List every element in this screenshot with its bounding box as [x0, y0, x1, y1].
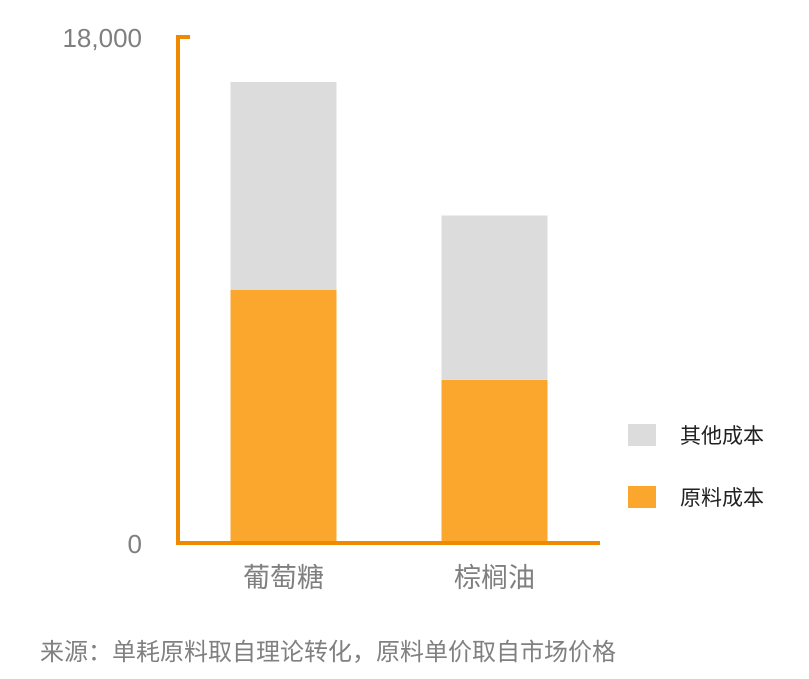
bars-group	[230, 82, 548, 543]
category-labels: 葡萄糖 棕榈油	[243, 563, 535, 594]
category-label-2: 棕榈油	[454, 563, 535, 594]
bar-2-series-2	[441, 215, 548, 380]
legend-label-2: 原料成本	[680, 486, 764, 510]
source-note: 来源：单耗原料取自理论转化，原料单价取自市场价格	[40, 638, 616, 666]
bar-1-series-1	[230, 290, 337, 543]
legend-swatch-1	[628, 424, 656, 446]
y-tick-label-min: 0	[128, 529, 142, 559]
legend-swatch-2	[628, 486, 656, 508]
y-tick-label-max: 18,000	[62, 23, 142, 53]
legend-label-1: 其他成本	[680, 424, 764, 448]
bar-1-series-2	[230, 82, 337, 290]
category-label-1: 葡萄糖	[243, 563, 324, 594]
bar-2-series-1	[441, 380, 548, 543]
